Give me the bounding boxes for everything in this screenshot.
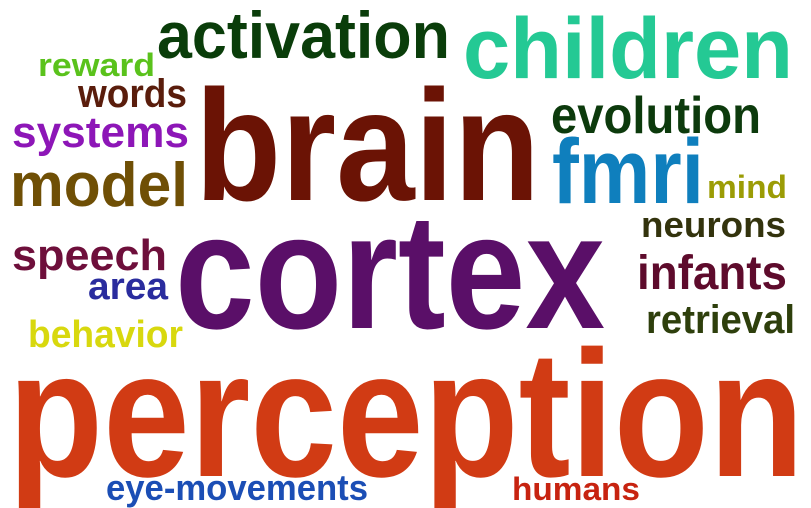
word-brain: brain xyxy=(195,58,540,234)
word-model: model xyxy=(10,151,188,220)
word-infants: infants xyxy=(637,247,787,300)
word-behavior: behavior xyxy=(28,314,183,356)
word-evolution: evolution xyxy=(551,87,761,145)
word-retrieval: retrieval xyxy=(646,298,795,342)
word-eye-movements: eye-movements xyxy=(106,467,368,508)
word-words: words xyxy=(77,72,187,116)
word-area: area xyxy=(88,266,169,308)
word-children: children xyxy=(463,1,793,97)
word-neurons: neurons xyxy=(641,204,786,245)
word-mind: mind xyxy=(707,169,787,205)
word-activation: activation xyxy=(157,0,450,72)
word-speech: speech xyxy=(12,231,167,280)
word-systems: systems xyxy=(12,108,189,157)
word-cortex: cortex xyxy=(175,180,605,363)
word-reward: reward xyxy=(38,47,155,83)
word-perception: perception xyxy=(8,314,804,508)
word-fmri: fmri xyxy=(552,121,704,223)
word-humans: humans xyxy=(512,471,640,507)
